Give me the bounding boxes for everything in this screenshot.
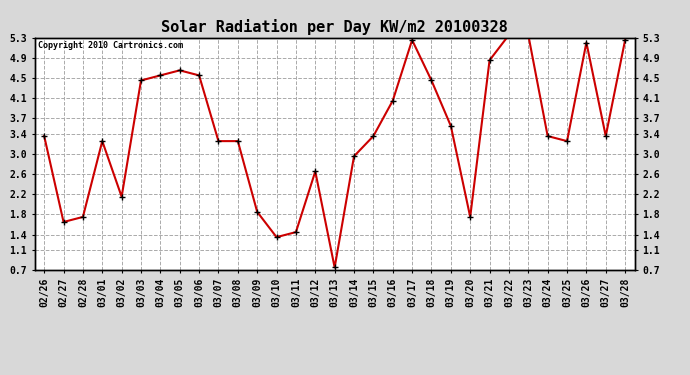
Text: Copyright 2010 Cartronics.com: Copyright 2010 Cartronics.com [37, 41, 182, 50]
Title: Solar Radiation per Day KW/m2 20100328: Solar Radiation per Day KW/m2 20100328 [161, 19, 508, 35]
